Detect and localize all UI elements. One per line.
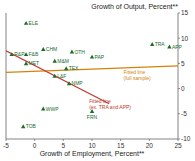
annotation-line: (ex. TRA and APP) — [89, 104, 131, 110]
point-label: NMP — [72, 80, 84, 86]
point-label: TRA — [155, 41, 166, 47]
annotation: Fitted line(ex. TRA and APP) — [89, 98, 131, 110]
y-tick — [178, 38, 180, 39]
point-label: M&M — [57, 58, 69, 64]
point-label: TOB — [26, 123, 37, 129]
y-tick-label: 10 — [181, 35, 189, 42]
y-tick — [178, 88, 180, 89]
point-label: ELE — [29, 20, 39, 26]
x-tick-label: 20 — [146, 142, 154, 149]
y-tick-label: 15 — [181, 9, 189, 16]
point-label: WWP — [46, 106, 59, 112]
point-label: PAP — [95, 54, 105, 60]
x-axis-label: Growth of Employment, Percent** — [40, 150, 145, 158]
point-label: CHM — [46, 46, 57, 52]
point-label: F&B — [29, 51, 39, 57]
fitted-line — [6, 66, 178, 73]
annotation: Fitted line(full sample) — [124, 69, 152, 81]
fitted-line — [6, 51, 109, 104]
point-label: TEX — [69, 65, 79, 71]
y-tick — [178, 113, 180, 114]
point-label: OTH — [74, 49, 85, 55]
point-label: APP — [172, 44, 183, 50]
point-label: R&P — [14, 51, 25, 57]
chart: -50510152025-10-5051015Growth of Output,… — [0, 0, 195, 161]
y-tick — [178, 139, 180, 140]
y-tick — [178, 13, 180, 14]
y-axis-line — [178, 13, 179, 139]
y-tick-label: -10 — [181, 135, 191, 142]
plot-marks — [6, 21, 178, 128]
point-label: L&F — [57, 73, 66, 79]
x-tick-label: 15 — [117, 142, 125, 149]
x-tick-label: 10 — [88, 142, 96, 149]
point-label: FRN — [87, 114, 98, 120]
y-tick — [178, 63, 180, 64]
title: Growth of Output, Percent** — [91, 3, 178, 11]
y-tick-label: -5 — [181, 110, 187, 117]
x-tick-label: -5 — [3, 142, 9, 149]
plot-frame-left — [6, 13, 7, 139]
y-tick-label: 5 — [181, 60, 185, 67]
y-tick-label: 0 — [181, 85, 185, 92]
annotation-line: (full sample) — [124, 75, 152, 81]
point-label: MET — [29, 60, 40, 66]
x-tick-label: 25 — [174, 142, 182, 149]
x-tick-label: 5 — [62, 142, 66, 149]
background — [0, 0, 195, 161]
x-tick-label: 0 — [33, 142, 37, 149]
